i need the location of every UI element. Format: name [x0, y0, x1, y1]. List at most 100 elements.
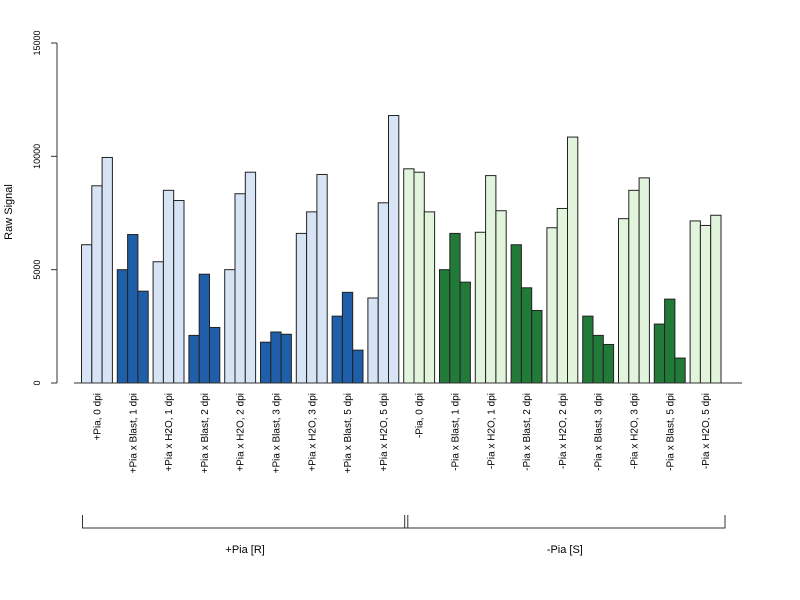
- bar: [198, 273, 210, 384]
- bar: [295, 232, 308, 384]
- bars: [81, 115, 722, 384]
- bar-group: [188, 273, 221, 384]
- category-label: -Pia x Blast, 3 dpi: [594, 393, 605, 471]
- category-label: +Pia x H2O, 5 dpi: [379, 393, 390, 472]
- category-label: -Pia x H2O, 5 dpi: [701, 393, 712, 469]
- bar-group: [546, 136, 579, 384]
- bar: [618, 218, 630, 384]
- category-label: -Pia x Blast, 2 dpi: [522, 393, 533, 471]
- bar: [188, 334, 200, 384]
- bar-group: [331, 291, 364, 384]
- bar: [388, 115, 400, 384]
- bar-group: [260, 331, 292, 384]
- category-label: +Pia x H2O, 2 dpi: [236, 393, 247, 472]
- bar: [152, 261, 164, 384]
- bar-group: [295, 173, 328, 384]
- bar: [495, 210, 507, 384]
- bar: [628, 189, 640, 384]
- category-label: +Pia x Blast, 1 dpi: [128, 393, 139, 473]
- category-label: -Pia x Blast, 5 dpi: [665, 393, 676, 471]
- category-label: -Pia x H2O, 1 dpi: [486, 393, 497, 469]
- category-label: -Pia x Blast, 1 dpi: [450, 393, 461, 471]
- bar-group: [116, 234, 149, 384]
- category-label: +Pia x Blast, 5 dpi: [343, 393, 354, 473]
- group-brackets: +Pia [R] -Pia [S]: [82, 515, 726, 556]
- bar: [137, 290, 149, 384]
- bar-group: [367, 115, 400, 384]
- bar: [244, 171, 257, 384]
- category-label: +Pia x H2O, 1 dpi: [164, 393, 175, 472]
- bar: [582, 315, 594, 384]
- bar: [306, 211, 318, 384]
- y-tick-label: 10000: [32, 144, 42, 169]
- bar: [341, 291, 354, 384]
- bar: [689, 220, 701, 384]
- bar-group: [439, 232, 471, 384]
- bar: [556, 207, 569, 384]
- bar: [520, 287, 533, 384]
- bar: [439, 269, 451, 384]
- y-axis-title: Raw Signal: [3, 184, 15, 240]
- bar-group: [689, 214, 722, 384]
- bar: [260, 341, 272, 384]
- bar: [367, 297, 379, 384]
- bar: [224, 269, 236, 384]
- bar: [234, 193, 246, 384]
- group-bracket: [404, 515, 726, 529]
- group-bracket: [82, 515, 409, 529]
- bar: [638, 177, 650, 384]
- category-label: +Pia x Blast, 3 dpi: [271, 393, 282, 473]
- bar-group: [224, 171, 257, 384]
- y-tick-label: 0: [32, 380, 42, 385]
- bar: [81, 244, 93, 384]
- bar: [567, 136, 579, 384]
- bar-group: [81, 156, 113, 384]
- bar: [403, 168, 415, 384]
- bar: [531, 309, 543, 384]
- bar: [127, 234, 139, 384]
- y-axis: 0 5000 10000 15000: [32, 30, 58, 386]
- bar: [331, 315, 343, 384]
- bar-group: [474, 175, 507, 384]
- category-label: +Pia x H2O, 3 dpi: [307, 393, 318, 472]
- category-label: +Pia, 0 dpi: [92, 393, 103, 441]
- bar: [710, 214, 722, 384]
- category-labels: +Pia, 0 dpi +Pia x Blast, 1 dpi +Pia x H2O…: [92, 393, 712, 473]
- y-tick-label: 5000: [32, 260, 42, 280]
- bar: [699, 224, 712, 384]
- bar: [173, 200, 185, 384]
- bar: [101, 156, 113, 384]
- bar-group: [653, 298, 686, 384]
- bar-group: [152, 189, 185, 384]
- bar: [209, 326, 221, 384]
- bar: [674, 357, 686, 384]
- bar: [280, 333, 292, 384]
- group-label: -Pia [S]: [547, 544, 583, 556]
- category-label: -Pia, 0 dpi: [415, 393, 426, 438]
- bar: [352, 349, 364, 384]
- bar: [592, 334, 604, 384]
- bar: [602, 343, 615, 384]
- bar: [413, 171, 425, 384]
- bar: [459, 281, 471, 384]
- bar: [653, 323, 666, 384]
- bar-group: [510, 244, 543, 384]
- bar-group: [582, 315, 615, 384]
- bar: [91, 185, 103, 384]
- bar: [664, 298, 676, 384]
- bar: [162, 189, 175, 384]
- category-label: -Pia x H2O, 2 dpi: [558, 393, 569, 469]
- group-label: +Pia [R]: [225, 544, 264, 556]
- bar: [485, 175, 497, 384]
- bar: [510, 244, 522, 384]
- y-tick-label: 15000: [32, 30, 42, 55]
- bar: [546, 227, 558, 384]
- bar: [377, 202, 390, 384]
- bar: [449, 232, 461, 384]
- bar: [316, 173, 328, 384]
- bar: [116, 269, 129, 384]
- category-label: +Pia x Blast, 2 dpi: [200, 393, 211, 473]
- bar-group: [403, 168, 436, 384]
- bar: [270, 331, 282, 384]
